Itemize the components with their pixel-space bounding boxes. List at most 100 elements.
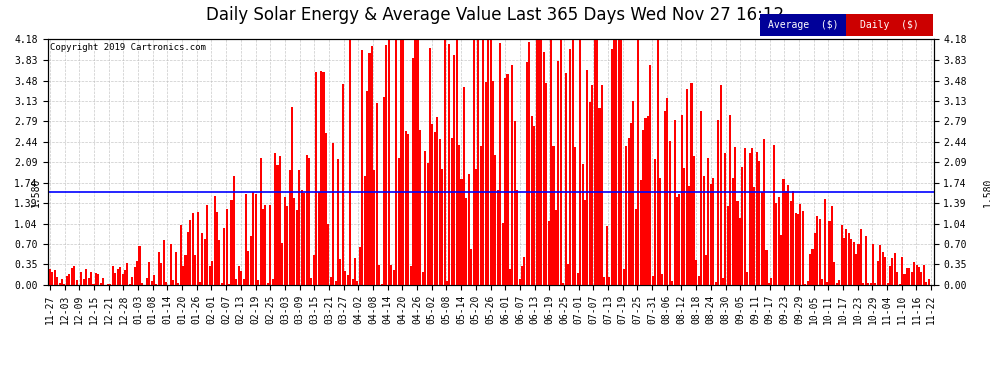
Bar [739, 218, 741, 285]
Bar [85, 269, 87, 285]
Bar [388, 39, 390, 285]
Bar [613, 39, 615, 285]
Bar [824, 199, 826, 285]
Bar [223, 228, 226, 285]
Text: Average  ($): Average ($) [768, 20, 839, 30]
Bar [768, 283, 770, 285]
Bar [311, 278, 313, 285]
Bar [279, 156, 281, 285]
Bar [201, 233, 204, 285]
Bar [511, 65, 514, 285]
Bar [358, 248, 360, 285]
Bar [458, 146, 460, 285]
Bar [257, 280, 259, 285]
Bar [301, 190, 303, 285]
Bar [155, 284, 157, 285]
Bar [630, 123, 632, 285]
Bar [722, 278, 724, 285]
Bar [601, 86, 603, 285]
Bar [753, 187, 755, 285]
Bar [847, 232, 849, 285]
Bar [172, 280, 174, 285]
Bar [243, 279, 245, 285]
Bar [834, 262, 836, 285]
Bar [911, 272, 913, 285]
Bar [918, 267, 920, 285]
Bar [567, 264, 569, 285]
Bar [402, 39, 405, 285]
Bar [349, 39, 351, 285]
Bar [472, 39, 474, 285]
Bar [51, 272, 53, 285]
Bar [913, 262, 915, 285]
Bar [643, 130, 644, 285]
Bar [346, 275, 348, 285]
Bar [926, 282, 928, 285]
Bar [432, 124, 434, 285]
Bar [325, 132, 327, 285]
Bar [136, 261, 139, 285]
Bar [916, 265, 918, 285]
Bar [841, 225, 842, 285]
Bar [705, 255, 707, 285]
Bar [157, 252, 160, 285]
Bar [390, 265, 392, 285]
Bar [886, 283, 889, 285]
Bar [434, 132, 436, 285]
Bar [562, 282, 564, 285]
Bar [320, 71, 322, 285]
Bar [266, 283, 269, 285]
Bar [427, 163, 429, 285]
Bar [228, 284, 230, 285]
Bar [170, 244, 172, 285]
Bar [303, 194, 305, 285]
Bar [797, 213, 799, 285]
Bar [839, 280, 841, 285]
Bar [97, 274, 99, 285]
Bar [141, 283, 143, 285]
Bar [708, 158, 710, 285]
Bar [554, 210, 557, 285]
Bar [661, 274, 663, 285]
Bar [516, 190, 518, 285]
Bar [814, 233, 816, 285]
Bar [415, 39, 417, 285]
Bar [896, 272, 898, 285]
Bar [589, 102, 591, 285]
Bar [596, 39, 598, 285]
Bar [315, 72, 317, 285]
Bar [646, 116, 648, 285]
Bar [773, 145, 775, 285]
Bar [867, 284, 869, 285]
Bar [342, 84, 344, 285]
Bar [330, 277, 332, 285]
Bar [497, 190, 499, 285]
Bar [746, 272, 748, 285]
Bar [785, 191, 787, 285]
Bar [75, 280, 77, 285]
Bar [221, 283, 223, 285]
Bar [184, 255, 186, 285]
Bar [288, 170, 291, 285]
Bar [407, 134, 409, 285]
Bar [422, 272, 424, 285]
Bar [439, 139, 441, 285]
Bar [695, 260, 697, 285]
Bar [557, 61, 559, 285]
Bar [640, 180, 642, 285]
Bar [802, 211, 804, 285]
Bar [869, 283, 871, 285]
Bar [499, 42, 501, 285]
Bar [148, 262, 150, 285]
Bar [182, 266, 184, 285]
Bar [400, 39, 402, 285]
Bar [795, 213, 797, 285]
Bar [616, 39, 618, 285]
Bar [286, 206, 288, 285]
Bar [782, 178, 784, 285]
Bar [102, 278, 104, 285]
Bar [790, 201, 792, 285]
Bar [681, 115, 683, 285]
Bar [730, 115, 732, 285]
Bar [644, 118, 646, 285]
